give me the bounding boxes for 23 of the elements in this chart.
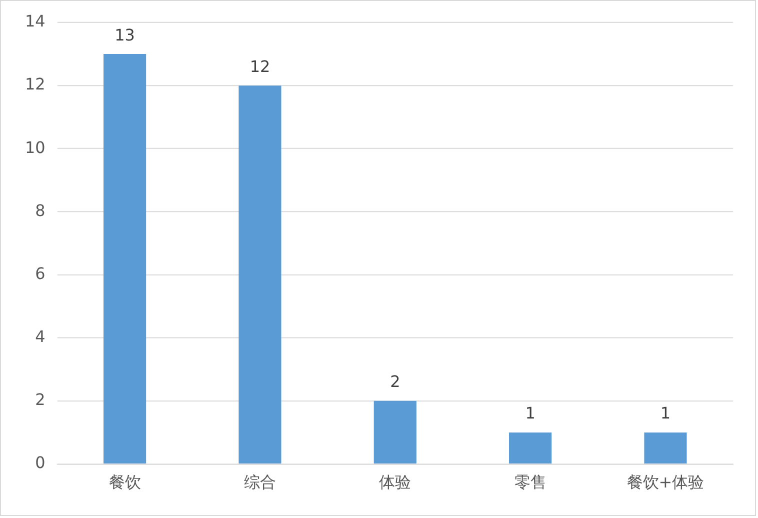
y-tick-label: 12 bbox=[24, 74, 46, 94]
y-tick-label: 8 bbox=[35, 200, 46, 220]
bar bbox=[644, 432, 687, 464]
x-tick-label: 餐饮+体验 bbox=[626, 472, 704, 492]
y-tick-label: 10 bbox=[24, 138, 46, 157]
y-tick-label: 2 bbox=[35, 390, 46, 410]
data-label: 12 bbox=[250, 56, 270, 76]
x-tick-label: 体验 bbox=[379, 472, 412, 492]
x-tick-label: 零售 bbox=[514, 472, 546, 492]
bar bbox=[104, 54, 146, 464]
y-tick-label: 0 bbox=[35, 453, 46, 472]
x-tick-label: 综合 bbox=[244, 472, 276, 492]
x-tick-label: 餐饮 bbox=[108, 472, 141, 492]
bar bbox=[238, 86, 282, 464]
bar bbox=[374, 400, 416, 464]
data-label: 1 bbox=[660, 404, 671, 423]
y-tick-label: 6 bbox=[35, 264, 46, 283]
y-tick-label: 14 bbox=[24, 12, 46, 31]
bar bbox=[509, 432, 552, 464]
y-tick-label: 4 bbox=[35, 327, 46, 346]
data-label: 13 bbox=[114, 25, 135, 44]
data-label: 1 bbox=[525, 404, 536, 423]
data-label: 2 bbox=[390, 372, 400, 392]
